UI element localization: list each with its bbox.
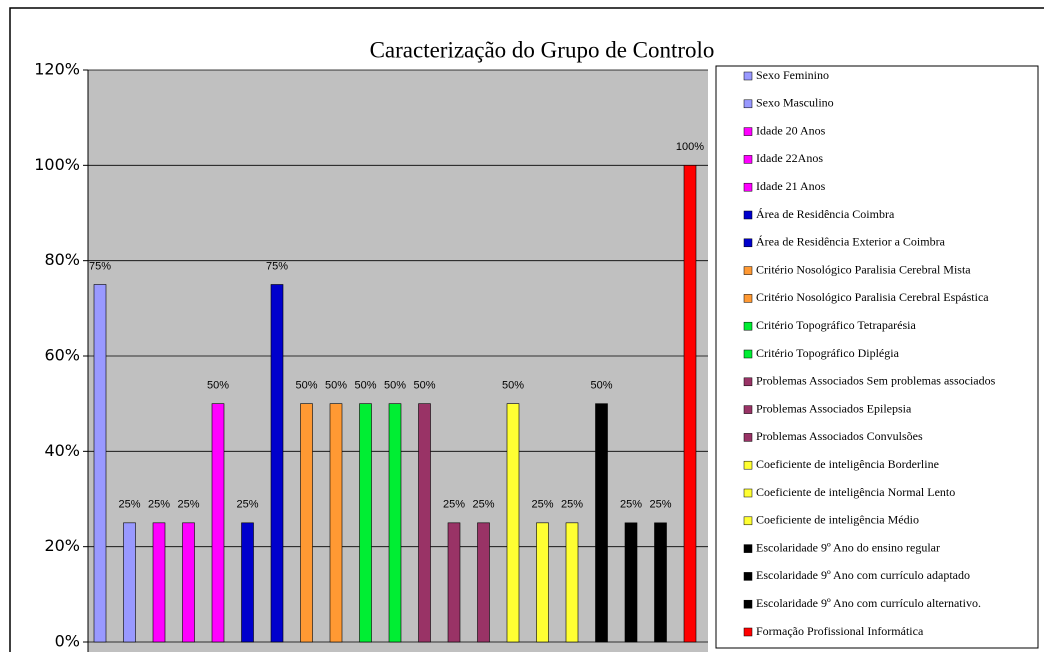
legend-label: Critério Nosológico Paralisia Cerebral M… <box>756 262 971 276</box>
legend-swatch <box>743 544 753 553</box>
y-tick-label: 60% <box>44 346 80 365</box>
legend-swatch <box>743 405 753 414</box>
data-label: 100% <box>676 141 704 153</box>
legend-label: Critério Topográfico Diplégia <box>756 346 900 360</box>
data-label: 50% <box>207 380 229 392</box>
legend-swatch <box>743 155 753 164</box>
data-label: 25% <box>561 499 583 511</box>
bar <box>536 522 549 643</box>
legend-swatch <box>743 71 753 81</box>
legend-swatch <box>743 238 753 248</box>
legend-label: Idade 22Anos <box>756 151 823 165</box>
data-label: 25% <box>236 499 258 511</box>
bar <box>683 165 697 643</box>
y-tick-label: 120% <box>34 60 80 79</box>
legend-label: Coeficiente de inteligência Médio <box>756 513 919 527</box>
legend-label: Coeficiente de inteligência Normal Lento <box>756 485 955 499</box>
legend-label: Escolaridade 9º Ano com currículo adapta… <box>756 568 970 582</box>
legend-label: Área de Residência Coimbra <box>756 207 895 221</box>
bar <box>241 522 254 643</box>
chart-title: Caracterização do Grupo de Controlo <box>370 37 715 62</box>
data-label: 75% <box>89 260 111 272</box>
bar <box>152 522 166 643</box>
legend-label: Problemas Associados Epilepsia <box>756 401 912 415</box>
bar <box>565 522 579 643</box>
y-tick-label: 0% <box>55 632 80 651</box>
legend-swatch <box>743 377 753 387</box>
data-label: 25% <box>443 499 465 511</box>
bar <box>93 284 107 643</box>
legend-label: Idade 20 Anos <box>756 123 826 137</box>
bar <box>624 522 638 643</box>
bar <box>418 403 431 643</box>
data-label: 50% <box>325 380 347 392</box>
legend-label: Idade 21 Anos <box>756 179 826 193</box>
legend-label: Critério Topográfico Tetraparésia <box>756 318 916 332</box>
legend-label: Sexo Masculino <box>756 96 834 110</box>
legend-label: Área de Residência Exterior a Coimbra <box>756 235 946 249</box>
legend <box>715 65 1039 649</box>
bar <box>595 403 608 643</box>
data-label: 25% <box>531 499 553 511</box>
legend-swatch <box>743 294 753 303</box>
bar <box>447 522 461 643</box>
legend-label: Problemas Associados Sem problemas assoc… <box>756 374 996 388</box>
legend-swatch <box>743 266 753 275</box>
bar <box>300 403 313 643</box>
data-label: 50% <box>590 380 612 392</box>
legend-label: Sexo Feminino <box>756 68 829 82</box>
bar <box>182 522 195 643</box>
bar <box>506 403 520 643</box>
legend-label: Formação Profissional Informática <box>756 624 924 638</box>
legend-label: Escolaridade 9º Ano do ensino regular <box>756 540 940 554</box>
legend-swatch <box>743 210 753 220</box>
bar <box>477 522 490 643</box>
bar <box>123 522 136 643</box>
legend-label: Escolaridade 9º Ano com currículo altern… <box>756 596 981 610</box>
data-label: 25% <box>177 499 199 511</box>
legend-swatch <box>743 572 753 581</box>
bar <box>388 403 402 643</box>
legend-label: Coeficiente de inteligência Borderline <box>756 457 939 471</box>
legend-swatch <box>743 127 753 136</box>
data-label: 50% <box>295 380 317 392</box>
legend-swatch <box>743 99 753 109</box>
data-label: 25% <box>620 499 642 511</box>
legend-swatch <box>743 321 753 331</box>
frame <box>9 7 1044 652</box>
data-label: 25% <box>472 499 494 511</box>
bar <box>211 403 225 643</box>
bar <box>329 403 343 643</box>
bar <box>270 284 284 643</box>
legend-swatch <box>743 516 753 526</box>
data-label: 75% <box>266 260 288 272</box>
legend-label: Problemas Associados Convulsões <box>756 429 923 443</box>
y-tick-label: 100% <box>34 155 80 174</box>
legend-swatch <box>743 433 753 442</box>
legend-swatch <box>743 349 753 359</box>
y-tick-label: 80% <box>44 250 80 269</box>
data-label: 50% <box>413 380 435 392</box>
data-label: 25% <box>118 499 140 511</box>
legend-swatch <box>743 182 753 192</box>
bar <box>359 403 372 643</box>
legend-swatch <box>743 627 753 637</box>
legend-swatch <box>743 460 753 470</box>
data-label: 25% <box>148 499 170 511</box>
bar <box>654 522 667 643</box>
data-label: 50% <box>384 380 406 392</box>
legend-swatch <box>743 599 753 609</box>
legend-label: Critério Nosológico Paralisia Cerebral E… <box>756 290 989 304</box>
legend-swatch <box>743 488 753 498</box>
y-tick-label: 40% <box>44 441 80 460</box>
data-label: 25% <box>649 499 671 511</box>
y-tick-label: 20% <box>44 536 80 555</box>
data-label: 50% <box>354 380 376 392</box>
data-label: 50% <box>502 380 524 392</box>
